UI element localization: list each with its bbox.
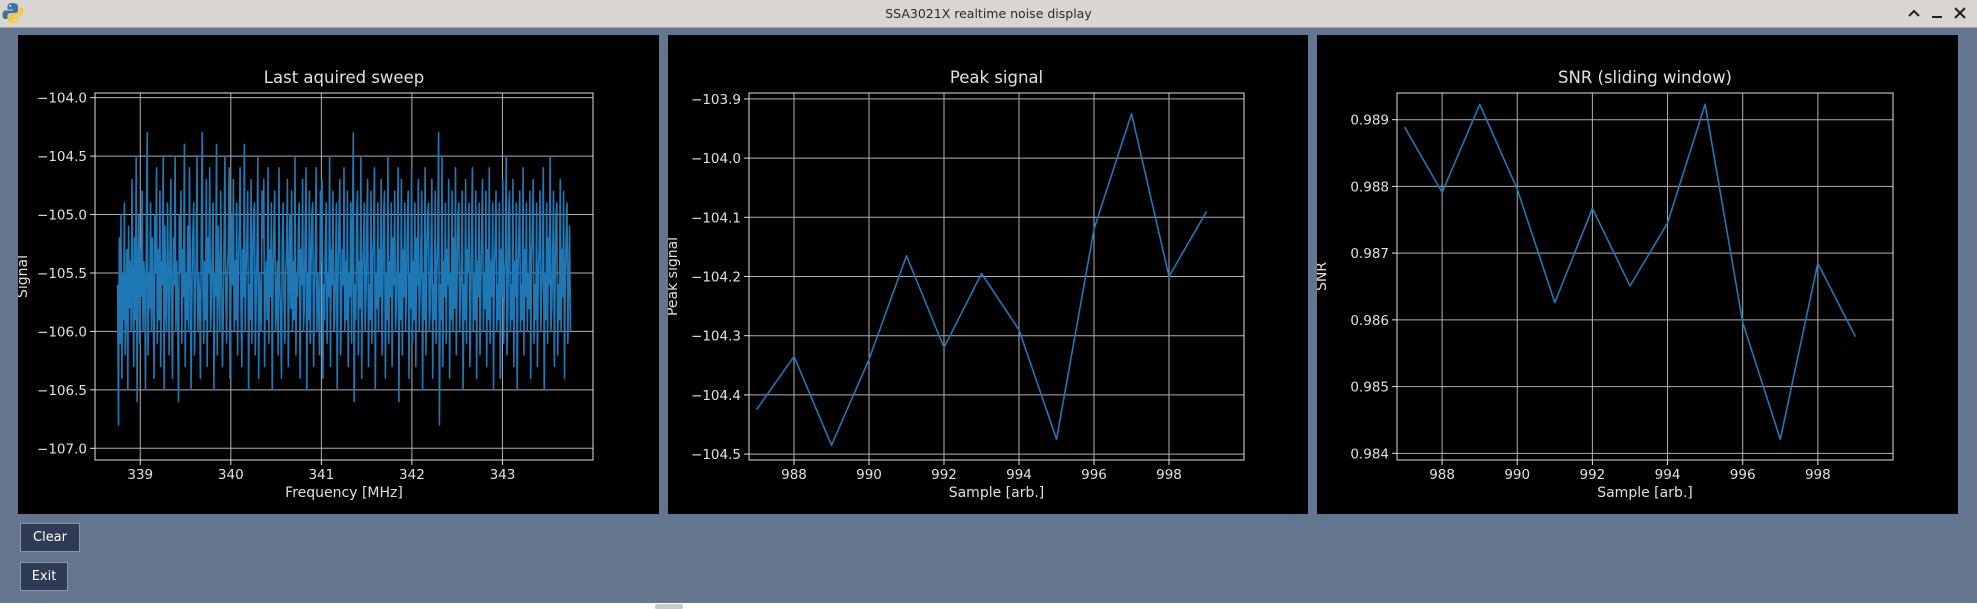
y-tick-label: −105.0 [37,208,87,224]
window-title: SSA3021X realtime noise display [885,6,1092,21]
y-tick-label: −104.0 [691,151,741,167]
y-tick-label: −104.5 [691,447,741,463]
x-tick-label: 342 [399,467,425,483]
x-tick-label: 340 [218,467,244,483]
sweep-chart-title: Last aquired sweep [264,68,424,87]
y-tick-label: 0.989 [1350,113,1389,129]
y-tick-label: −104.1 [691,210,741,226]
x-tick-label: 994 [1006,467,1032,483]
peak-plot-panel: 988 990 992 994 996 998 −103.9 −104.0 −104.1 −104… [668,35,1308,514]
title-bar[interactable]: SSA3021X realtime noise display [0,0,1977,28]
y-tick-label: 0.986 [1350,313,1389,329]
bottom-strip [0,603,1977,609]
sweep-plot-panel: 339 340 341 342 343 −104.0 −104.5 −105.0 −105.5 −… [18,35,659,514]
x-tick-label: 990 [1504,467,1530,483]
axes-frame [94,92,594,461]
minimize-icon[interactable] [1927,3,1947,23]
y-tick-label: −104.2 [691,270,741,286]
y-tick-label: −107.0 [37,441,87,457]
y-tick-label: 0.987 [1350,246,1389,262]
y-tick-label: −105.5 [37,266,87,282]
snr-x-axis-label: Sample [arb.] [1597,485,1693,501]
x-tick-label: 994 [1655,467,1681,483]
sweep-chart: 339 340 341 342 343 −104.0 −104.5 −105.0 −105.5 −… [18,68,594,501]
x-tick-label: 996 [1730,467,1756,483]
peak-series-line [755,112,1208,447]
x-tick-label: 339 [127,467,153,483]
snr-y-axis-label: SNR [1317,262,1330,291]
sweep-y-axis-label: Signal [18,255,31,298]
sweep-series-line [116,131,572,426]
x-tick-label: 992 [931,467,957,483]
y-tick-label: −106.0 [37,324,87,340]
resize-handle[interactable] [655,604,683,609]
peak-signal-chart: 988 990 992 994 996 998 −103.9 −104.0 −104.1 −104… [668,68,1245,501]
close-icon[interactable] [1950,3,1970,23]
snr-chart-title: SNR (sliding window) [1558,68,1732,87]
snr-series-line [1403,103,1857,441]
x-tick-label: 341 [308,467,334,483]
x-tick-label: 992 [1580,467,1606,483]
x-tick-label: 998 [1156,467,1182,483]
x-tick-label: 998 [1805,467,1831,483]
clear-button[interactable]: Clear [20,523,80,552]
snr-plot-panel: 988 990 992 994 996 998 0.984 0.985 0.986 0.987 0.… [1317,35,1958,514]
y-tick-label: −104.4 [691,388,741,404]
y-tick-label: −104.5 [37,149,87,165]
x-tick-label: 990 [856,467,882,483]
y-tick-label: 0.985 [1350,380,1389,396]
axes-frame [748,92,1245,461]
x-tick-label: 996 [1081,467,1107,483]
y-tick-label: −106.5 [37,383,87,399]
sweep-x-axis-label: Frequency [MHz] [285,485,403,501]
peak-x-axis-label: Sample [arb.] [949,485,1045,501]
y-tick-label: 0.988 [1350,179,1389,195]
peak-chart-title: Peak signal [950,68,1043,87]
snr-chart: 988 990 992 994 996 998 0.984 0.985 0.986 0.987 0.… [1317,68,1894,501]
x-tick-label: 343 [490,467,516,483]
y-tick-label: 0.984 [1350,446,1389,462]
y-tick-label: −104.3 [691,329,741,345]
y-tick-label: −104.0 [37,91,87,107]
x-tick-label: 988 [781,467,807,483]
peak-y-axis-label: Peak signal [668,237,681,316]
exit-button[interactable]: Exit [20,562,68,591]
x-tick-label: 988 [1429,467,1455,483]
axes-frame [1396,92,1894,461]
python-app-icon [2,3,24,23]
chevron-up-icon[interactable] [1904,3,1924,23]
y-tick-label: −103.9 [691,92,741,108]
